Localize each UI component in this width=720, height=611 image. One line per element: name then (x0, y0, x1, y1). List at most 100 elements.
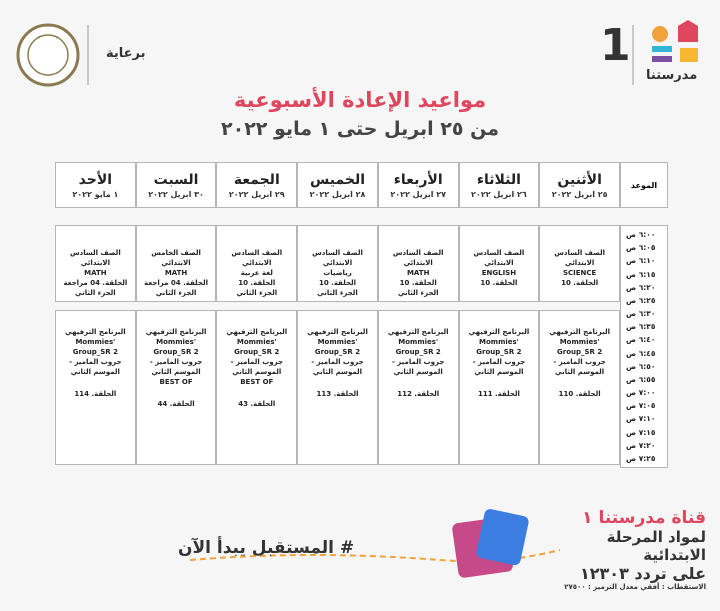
program-line: الصف السادس الابتدائي (231, 249, 283, 267)
logo-shape (678, 20, 698, 42)
program-line: الحلقة. 112 (397, 390, 440, 398)
time-slot: ٦:٣٥ ص (626, 322, 656, 332)
day-header: السبت ٣٠ ابريل ٢٠٢٢ (135, 162, 217, 208)
day-name: الأحد (78, 171, 113, 188)
program-cell: الصف السادس الابتدائي MATH الحلقة. 04 مراج… (55, 225, 136, 302)
time-slot: ٦:١٥ ص (626, 269, 656, 279)
program-line: الحلقة. 113 (316, 390, 359, 398)
program-line: الصف السادس الابتدائي (312, 249, 363, 267)
program-line: الجزء الثاني (397, 289, 439, 297)
program-cell: البرنامج الترفيهي Mommies' Group_SR 2 جروب… (539, 310, 620, 465)
ministry-seal (16, 23, 80, 87)
subtitle: من ٢٥ ابريل حتى ١ مايو ٢٠٢٢ (221, 118, 499, 140)
day-header: الأحد ١ مايو ٢٠٢٢ (55, 162, 136, 208)
program-cell: الصف الخامس الابتدائي MATH الحلقة. 04 مراج… (135, 225, 217, 302)
channel-info: قناة مدرستنا ١ لمواد المرحلة الابتدائية … (546, 508, 706, 591)
program-line: الحلقة. 111 (477, 390, 520, 398)
time-slot: ٧:٠٠ ص (626, 388, 656, 397)
program-cell: الصف السادس الابتدائي رياضيات الحلقة. 10 ال… (297, 225, 378, 302)
time-slot: ٦:٥٠ ص (626, 361, 656, 371)
program-cell: البرنامج الترفيهي Mommies' Group_SR 2 جروب… (458, 310, 540, 465)
time-slot: ٦:٤٠ ص (626, 335, 656, 345)
program-line: جروب الماميز - الموسم الثاني (391, 358, 445, 376)
program-line: الجزء الثاني (236, 289, 278, 297)
program-line: الحلقة. 04 مراجعة (144, 279, 208, 287)
channel-number: 1 (600, 20, 631, 71)
program-line: البرنامج الترفيهي (549, 328, 610, 336)
frequency: على تردد ١٢٣٠٣ (580, 564, 706, 583)
time-slot: ٦:٥٥ ص (626, 374, 656, 384)
time-column (620, 225, 668, 468)
day-date: ٢٧ ابريل ٢٠٢٢ (390, 189, 447, 199)
program-cell: الصف السادس الابتدائي SCIENCE الحلقة. 10 (539, 225, 620, 302)
program-cell: الصف السادس الابتدائي ENGLISH الحلقة. 10 (458, 225, 540, 302)
logo-shape (680, 48, 698, 62)
program-line: الحلقة. 10 (480, 279, 518, 287)
program-line: رياضيات (323, 269, 352, 277)
program-line: البرنامج الترفيهي (468, 328, 530, 336)
day-name: الجمعة (233, 171, 280, 188)
title: مواعيد الإعادة الأسبوعية (233, 88, 487, 112)
program-line: جروب الماميز - الموسم الثاني (311, 358, 364, 376)
program-line: جروب الماميز - الموسم الثاني (472, 358, 526, 376)
day-date: ٢٦ ابريل ٢٠٢٢ (471, 189, 527, 199)
channel: قناة مدرستنا ١ (582, 508, 706, 528)
program-line: Mommies' Group_SR 2 (153, 338, 199, 356)
program-cell: البرنامج الترفيهي Mommies' Group_SR 2 جروب… (377, 310, 459, 465)
program-cell: البرنامج الترفيهي Mommies' Group_SR 2 جروب… (135, 310, 217, 465)
program-line: الحلقة. 110 (558, 390, 601, 398)
program-line: MATH (84, 269, 107, 277)
time-slot: ٦:٣٠ ص (626, 309, 656, 318)
time-slot: ٧:١٥ ص (626, 427, 656, 437)
program-line: MATH (164, 269, 188, 277)
program-line: الحلقة. 10 (399, 279, 437, 287)
day-date: ١ مايو ٢٠٢٢ (72, 189, 119, 199)
program-line: الجزء الثاني (317, 289, 358, 297)
book-icon (476, 509, 529, 566)
day-name: الثلاثاء (476, 171, 521, 188)
time-slot: ٧:٢٠ ص (626, 440, 656, 450)
program-line: جروب الماميز - الموسم الثاني (149, 358, 203, 376)
logo-shape (652, 26, 668, 42)
program-cell: البرنامج الترفيهي Mommies' Group_SR 2 جروب… (216, 310, 298, 465)
day-name: الخميس (309, 171, 366, 188)
program-line: Mommies' Group_SR 2 (476, 338, 522, 356)
program-line: Mommies' Group_SR 2 (314, 338, 361, 356)
day-header: الجمعة ٢٩ ابريل ٢٠٢٢ (216, 162, 298, 208)
reception: الاستقطاب : أفقي معدل الترميز : ٢٧٥٠٠ (564, 583, 706, 591)
time-slot: ٦:٤٥ ص (626, 348, 656, 358)
day-name: الأثنين (557, 171, 602, 188)
program-line: البرنامج الترفيهي (387, 328, 449, 336)
day-header: الثلاثاء ٢٦ ابريل ٢٠٢٢ (458, 162, 540, 208)
program-cell: البرنامج الترفيهي Mommies' Group_SR 2 جروب… (297, 310, 378, 465)
day-header: الخميس ٢٨ ابريل ٢٠٢٢ (297, 162, 378, 208)
program-cell: الصف السادس الابتدائي MATH الحلقة. 10 الجزء… (377, 225, 459, 302)
program-line: الصف السادس الابتدائي (554, 249, 605, 267)
program-line: SCIENCE (562, 269, 597, 277)
day-name: السبت (153, 171, 199, 188)
program-line: Mommies' Group_SR 2 (234, 338, 280, 356)
logo-shape (652, 56, 672, 62)
program-line: BEST OF (240, 378, 274, 386)
program-line: الصف السادس الابتدائي (69, 249, 121, 267)
program-line: البرنامج الترفيهي (145, 328, 207, 336)
time-slot: ٦:٢٠ ص (626, 282, 656, 292)
program-line: الصف الخامس الابتدائي (151, 249, 201, 267)
day-date: ٢٩ ابريل ٢٠٢٢ (228, 189, 285, 199)
time-slot: ٦:٠٠ ص (626, 230, 656, 239)
dashed-curve (189, 549, 561, 563)
program-line: الجزء الثاني (75, 289, 116, 297)
time-slot: ٦:١٠ ص (626, 256, 656, 266)
logo-shape (652, 46, 672, 52)
program-line: الجزء الثاني (155, 289, 197, 297)
day-name: الأربعاء (393, 171, 443, 188)
time-slot: ٧:٠٥ ص (626, 401, 656, 411)
subjects: لمواد المرحلة الابتدائية (606, 528, 706, 564)
day-header: الأربعاء ٢٧ ابريل ٢٠٢٢ (377, 162, 459, 208)
program-line: الحلقة. 04 مراجعة (63, 279, 128, 287)
logo-name: مدرستنا (646, 68, 698, 83)
slogan: # المستقبل يبدأ الآن (178, 538, 355, 558)
program-line: الحلقة. 10 (238, 279, 276, 287)
